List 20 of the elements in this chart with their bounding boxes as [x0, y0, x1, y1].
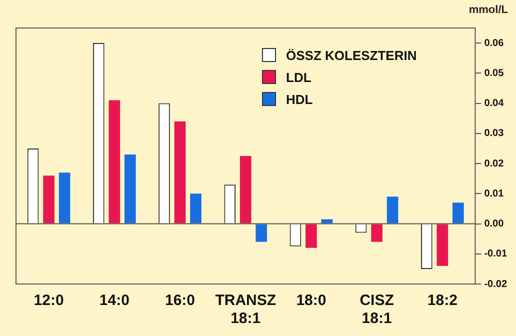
y-tick-label: 0.04 [484, 98, 504, 110]
x-tick-label: 18:2 [427, 292, 458, 310]
legend-label: LDL [286, 70, 312, 84]
x-tick-label: 12:0 [34, 292, 64, 310]
y-axis-title: mmol/L [468, 4, 508, 16]
x-tick-label: TRANSZ 18:1 [215, 292, 276, 328]
legend-label: HDL [286, 92, 313, 106]
y-tick-label: -0.02 [484, 278, 508, 290]
y-tick-label: 0.01 [484, 188, 504, 200]
x-tick-label: CISZ 18:1 [360, 292, 394, 328]
legend-label: ÖSSZ KOLESZTERIN [286, 48, 417, 62]
x-tick-label: 18:0 [296, 292, 326, 310]
y-tick-label: 0.00 [484, 218, 504, 230]
y-tick-label: 0.03 [484, 128, 504, 140]
x-tick-label: 16:0 [164, 292, 196, 310]
y-tick-label: 0.06 [484, 38, 504, 49]
y-tick-label: 0.05 [484, 68, 504, 79]
y-tick-label: 0.02 [484, 158, 504, 170]
y-tick-label: -0.01 [484, 248, 508, 260]
x-tick-label: 14:0 [99, 292, 130, 310]
